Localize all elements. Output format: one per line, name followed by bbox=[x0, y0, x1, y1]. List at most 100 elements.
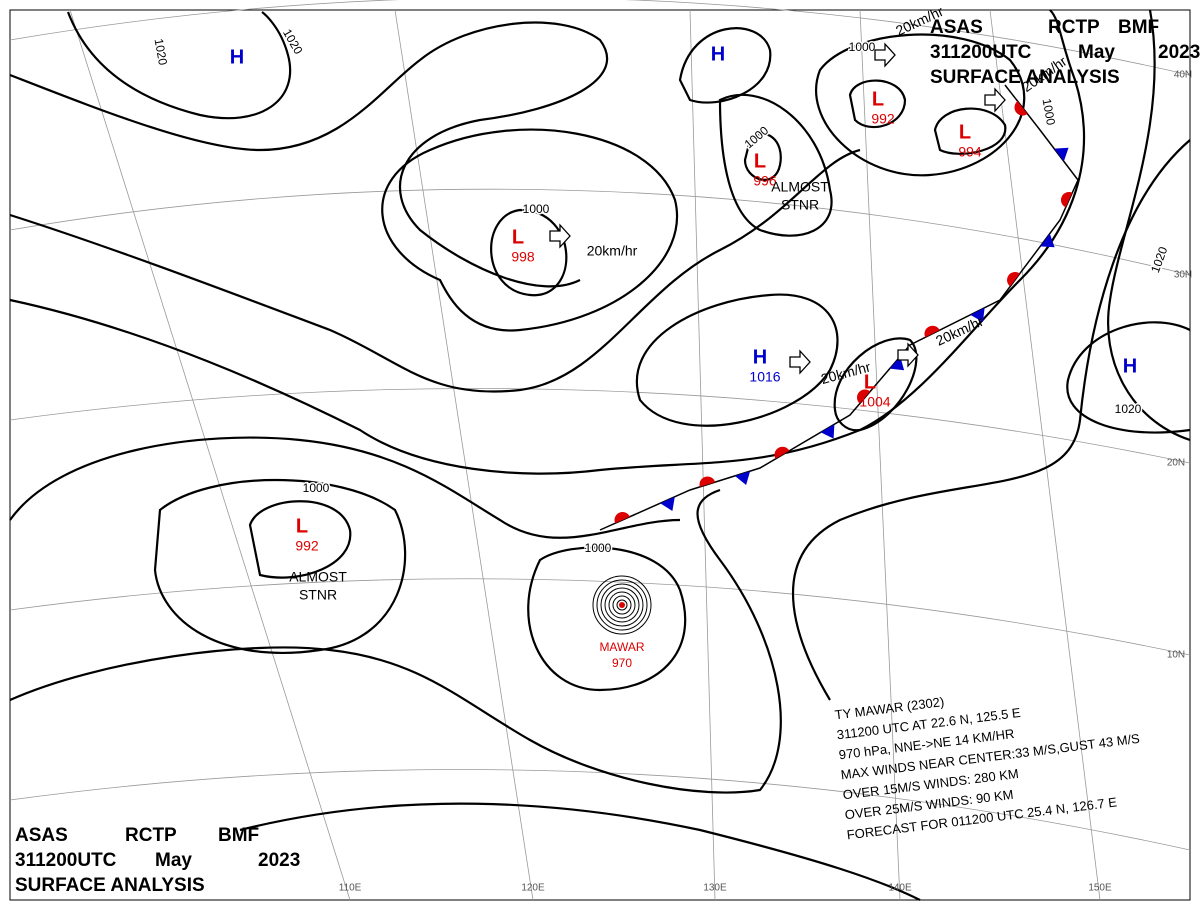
system-pressure: 992 bbox=[295, 538, 319, 554]
header-text: ASAS bbox=[930, 17, 983, 38]
parallel bbox=[9, 188, 1191, 276]
isobar-label: 1000 bbox=[523, 202, 550, 216]
isobar-label: 1000 bbox=[303, 481, 330, 495]
header-text: 2023 bbox=[1158, 42, 1200, 63]
latitude-label: 20N bbox=[1167, 458, 1185, 469]
warm-symbol bbox=[614, 512, 630, 524]
system-pressure: 992 bbox=[871, 111, 895, 127]
movement-arrow bbox=[549, 223, 571, 249]
latitude-label: 10N bbox=[1167, 650, 1185, 661]
warm-symbol bbox=[924, 325, 940, 338]
typhoon-ring bbox=[600, 583, 644, 627]
warm-symbol bbox=[699, 476, 716, 487]
cold-symbol bbox=[970, 307, 985, 322]
system-pressure: 994 bbox=[958, 144, 982, 160]
isobar bbox=[153, 479, 407, 655]
system-symbol: H bbox=[230, 46, 244, 68]
system-symbol: L bbox=[872, 88, 884, 110]
isobar bbox=[933, 107, 1007, 155]
header-text: SURFACE ANALYSIS bbox=[930, 67, 1120, 88]
parallel bbox=[9, 769, 1191, 851]
header-text: BMF bbox=[218, 825, 259, 846]
isobar bbox=[9, 488, 782, 794]
note: ALMOST bbox=[289, 569, 347, 585]
system-symbol: L bbox=[864, 371, 876, 393]
system-symbol: L bbox=[512, 226, 524, 248]
typhoon-ring bbox=[596, 579, 648, 631]
graticule bbox=[9, 0, 1191, 901]
warm-symbol bbox=[1061, 191, 1073, 208]
header-text: 311200UTC bbox=[15, 850, 117, 871]
warm-symbol bbox=[857, 389, 871, 404]
movement-arrow bbox=[984, 87, 1006, 113]
isobars bbox=[9, 9, 1191, 901]
isobar-label: 1000 bbox=[585, 541, 612, 555]
header-text: BMF bbox=[1118, 17, 1159, 38]
isobar bbox=[1066, 321, 1191, 434]
typhoon-symbol bbox=[592, 575, 652, 635]
isobar bbox=[9, 21, 608, 288]
isobar bbox=[718, 93, 833, 237]
isobar bbox=[9, 9, 1086, 475]
note: ALMOST bbox=[771, 179, 829, 195]
warm-symbol bbox=[1014, 101, 1028, 116]
typhoon-ring bbox=[592, 575, 652, 635]
meridian bbox=[859, 9, 901, 901]
header-text: SURFACE ANALYSIS bbox=[15, 875, 205, 896]
typhoon-pressure: 970 bbox=[612, 656, 632, 670]
isobar bbox=[635, 293, 839, 427]
parallel bbox=[9, 388, 1191, 464]
header-text: 311200UTC bbox=[930, 42, 1032, 63]
cold-symbol bbox=[1040, 233, 1055, 248]
isobar bbox=[1107, 9, 1191, 442]
meridian bbox=[689, 9, 716, 901]
parallel bbox=[9, 0, 1191, 76]
stationary-front bbox=[599, 84, 1079, 531]
system-pressure: 998 bbox=[511, 249, 535, 265]
warm-symbol bbox=[1007, 272, 1020, 287]
typhoon-name: MAWAR bbox=[599, 640, 644, 654]
typhoon-ring bbox=[608, 591, 636, 619]
header-text: RCTP bbox=[1048, 17, 1100, 38]
typhoon-ring bbox=[616, 599, 628, 611]
latitude-label: 30N bbox=[1174, 270, 1192, 281]
longitude-label: 120E bbox=[521, 883, 545, 894]
meridian bbox=[989, 9, 1101, 901]
isobar-label: 1000 bbox=[1040, 97, 1058, 126]
isobar bbox=[833, 337, 918, 432]
system-symbol: L bbox=[959, 121, 971, 143]
header-text: RCTP bbox=[125, 825, 177, 846]
note: STNR bbox=[299, 587, 337, 603]
note: STNR bbox=[781, 197, 819, 213]
typhoon-ring bbox=[612, 595, 632, 615]
latitude-label: 40N bbox=[1174, 70, 1192, 81]
isobar bbox=[791, 139, 1191, 701]
movement-label: 20km/hr bbox=[587, 243, 638, 259]
cold-symbol bbox=[734, 471, 751, 485]
isobar bbox=[490, 208, 568, 297]
isobar bbox=[743, 133, 782, 181]
longitude-label: 140E bbox=[888, 883, 912, 894]
system-symbol: H bbox=[1123, 355, 1137, 377]
longitude-label: 130E bbox=[703, 883, 727, 894]
isobar-label: 1000 bbox=[849, 40, 876, 54]
isobar bbox=[848, 79, 907, 129]
system-pressure: 996 bbox=[753, 173, 777, 189]
header-text: May bbox=[155, 850, 192, 871]
isobar bbox=[527, 546, 687, 692]
warm-symbol bbox=[774, 446, 790, 459]
isobar bbox=[9, 436, 681, 539]
meridian bbox=[69, 9, 351, 901]
longitude-label: 150E bbox=[1088, 883, 1112, 894]
movement-arrow bbox=[789, 349, 811, 375]
isobar bbox=[9, 148, 861, 393]
parallel bbox=[9, 578, 1191, 656]
system-symbol: H bbox=[711, 43, 725, 65]
system-symbol: L bbox=[296, 515, 308, 537]
isobar bbox=[678, 27, 772, 104]
isobar bbox=[248, 500, 352, 579]
typhoon-ring bbox=[604, 587, 640, 623]
cold-symbol bbox=[1054, 147, 1069, 162]
header-text: May bbox=[1078, 42, 1115, 63]
